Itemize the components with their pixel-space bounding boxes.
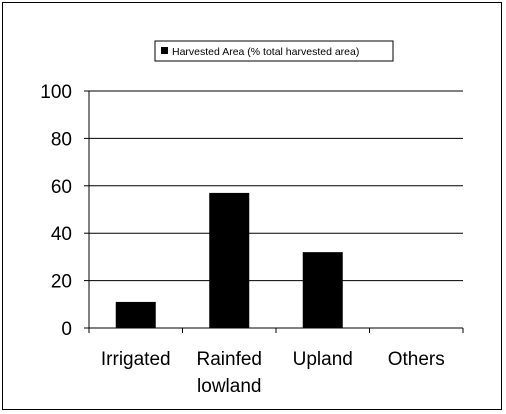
bar [302,252,343,328]
chart-frame [2,2,502,410]
x-tick-labels: Irrigated Rainfed lowland Upland Others [101,349,445,397]
y-tick-label: 0 [61,319,72,340]
x-tick-label: Upland [293,349,353,370]
x-tick-label: lowland [197,376,261,397]
axes [84,90,464,333]
y-tick-label: 80 [51,129,72,150]
gridlines [89,90,463,282]
bars [115,192,343,328]
bar [115,301,156,328]
y-tick-label: 60 [51,177,72,198]
x-tick-label: Others [388,349,445,370]
x-tick-label: Irrigated [101,349,171,370]
y-tick-label: 20 [51,272,72,293]
bar [209,192,250,328]
y-tick-label: 100 [40,82,72,103]
y-tick-labels: 0 20 40 60 80 100 [40,82,72,340]
legend-box [154,40,394,62]
x-tick-label: Rainfed [197,349,263,370]
legend-label: Harvested Area (% total harvested area) [172,46,359,58]
y-tick-label: 40 [51,224,72,245]
legend: Harvested Area (% total harvested area) [154,40,394,62]
legend-swatch [161,47,168,54]
